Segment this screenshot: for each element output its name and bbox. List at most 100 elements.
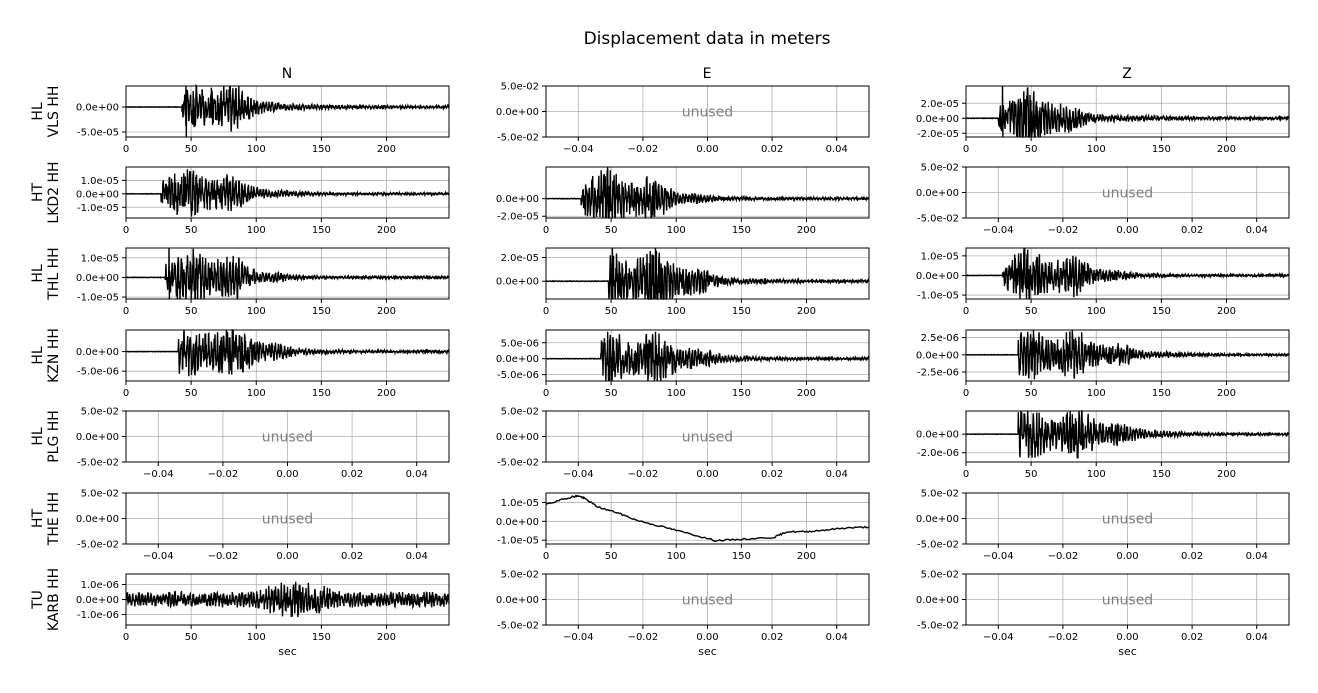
y-tick-label-2: -1.0e-05 xyxy=(497,536,539,547)
x-tick-label-1: 50 xyxy=(185,632,198,643)
station-network: HT xyxy=(30,509,46,529)
x-tick-label-1: 50 xyxy=(1025,144,1038,155)
y-tick-label-2: -5.0e-02 xyxy=(77,458,119,469)
trace-r3-c2 xyxy=(965,329,1290,380)
unused-label: unused xyxy=(1102,512,1153,528)
panel-r6-c0: 0 50 100 150 200 1.0e-06 0.0e+00 -1.0e-06 sec xyxy=(76,573,450,658)
x-tick-label-1: −0.02 xyxy=(628,144,659,155)
unused-label: unused xyxy=(682,105,733,121)
y-tick-label-1: 0.0e+00 xyxy=(496,432,539,443)
unused-label: unused xyxy=(262,430,313,446)
x-tick-label-2: 0.00 xyxy=(696,632,718,643)
x-tick-label-2: 100 xyxy=(1087,144,1106,155)
y-tick-label-1: -2.0e-05 xyxy=(497,212,539,223)
x-tick-label-3: 0.02 xyxy=(341,551,363,562)
y-tick-label-0: 0.0e+00 xyxy=(76,347,119,358)
x-tick-label-1: 50 xyxy=(185,306,198,317)
x-tick-label-2: 0.00 xyxy=(1116,225,1138,236)
y-tick-label-1: 0.0e+00 xyxy=(76,595,119,606)
x-tick-label-3: 0.02 xyxy=(761,632,783,643)
x-tick-label-2: 0.00 xyxy=(276,551,298,562)
y-tick-label-0: 0.0e+00 xyxy=(916,430,959,441)
y-tick-label-2: -5.0e-02 xyxy=(497,458,539,469)
x-tick-label-2: 100 xyxy=(1087,306,1106,317)
axes-frame xyxy=(125,329,450,382)
x-tick-label-0: −0.04 xyxy=(563,632,594,643)
x-tick-label-3: 0.02 xyxy=(1181,551,1203,562)
x-tick-label-4: 200 xyxy=(797,551,816,562)
x-tick-label-1: 50 xyxy=(185,388,198,399)
y-tick-label-1: 0.0e+00 xyxy=(916,595,959,606)
station-label-0: HL VLS HH xyxy=(30,86,62,138)
y-tick-label-1: 0.0e+00 xyxy=(496,517,539,528)
x-tick-label-2: 100 xyxy=(1087,388,1106,399)
x-tick-label-4: 0.04 xyxy=(406,469,428,480)
station-network: HL xyxy=(30,427,46,446)
x-tick-label-4: 200 xyxy=(1217,469,1236,480)
y-tick-label-1: -2.0e-06 xyxy=(917,448,959,459)
panel-r3-c2: 0 50 100 150 200 2.5e-06 0.0e+00 -2.5e-06 xyxy=(916,329,1290,399)
station-label-1: HT LKD2 HH xyxy=(30,161,62,223)
x-tick-label-1: −0.02 xyxy=(1048,632,1079,643)
x-tick-label-3: 0.02 xyxy=(1181,225,1203,236)
y-tick-label-1: 0.0e+00 xyxy=(496,107,539,118)
unused-label: unused xyxy=(1102,593,1153,609)
panel-r6-c2: unused −0.04 −0.02 0.00 0.02 0.04 5.0e-02 0.0e+… xyxy=(916,570,1290,658)
y-tick-label-2: -5.0e-02 xyxy=(917,621,959,632)
y-tick-label-0: 5.0e-02 xyxy=(81,407,119,418)
panel-r5-c2: unused −0.04 −0.02 0.00 0.02 0.04 5.0e-02 0.0e+… xyxy=(916,489,1290,562)
station-network: HL xyxy=(30,102,46,121)
unused-label: unused xyxy=(682,430,733,446)
panel-r3-c1: 0 50 100 150 200 5.0e-06 0.0e+00 -5.0e-06 xyxy=(496,329,870,399)
x-tick-label-1: 50 xyxy=(185,144,198,155)
axes-frame xyxy=(125,247,450,300)
x-tick-label-0: 0 xyxy=(543,225,549,236)
x-axis-label: sec xyxy=(278,645,297,658)
y-tick-label-1: 0.0e+00 xyxy=(76,514,119,525)
y-tick-label-2: -5.0e-02 xyxy=(77,540,119,551)
station-label-3: HL KZN HH xyxy=(30,328,62,383)
x-tick-label-0: 0 xyxy=(963,388,969,399)
unused-label: unused xyxy=(262,512,313,528)
x-tick-label-4: 200 xyxy=(377,632,396,643)
x-tick-label-0: 0 xyxy=(543,388,549,399)
x-tick-label-3: 150 xyxy=(312,306,331,317)
y-tick-label-2: -2.0e-05 xyxy=(917,129,959,140)
station-code: KZN HH xyxy=(46,328,62,383)
x-tick-label-1: −0.02 xyxy=(628,632,659,643)
x-tick-label-0: −0.04 xyxy=(983,632,1014,643)
y-tick-label-0: 5.0e-02 xyxy=(501,407,539,418)
axes-frame xyxy=(545,247,870,300)
station-network: HT xyxy=(30,183,46,203)
panel-r2-c2: 0 50 100 150 200 1.0e-05 0.0e+00 -1.0e-05 xyxy=(916,247,1290,317)
panel-r2-c1: 0 50 100 150 200 2.0e-05 0.0e+00 xyxy=(496,247,870,317)
x-tick-label-3: 150 xyxy=(1152,388,1171,399)
x-tick-label-1: −0.02 xyxy=(208,551,239,562)
y-tick-label-1: 0.0e+00 xyxy=(496,354,539,365)
station-code: PLG HH xyxy=(46,410,62,463)
x-tick-label-2: 100 xyxy=(247,225,266,236)
x-tick-label-1: 50 xyxy=(605,225,618,236)
y-tick-label-2: -5.0e-02 xyxy=(497,133,539,144)
x-tick-label-3: 0.02 xyxy=(761,144,783,155)
x-tick-label-2: 100 xyxy=(247,144,266,155)
x-tick-label-0: 0 xyxy=(123,632,129,643)
station-label-6: TU KARB HH xyxy=(30,568,62,631)
y-tick-label-0: 5.0e-02 xyxy=(501,82,539,93)
x-tick-label-0: 0 xyxy=(123,388,129,399)
x-tick-label-2: 100 xyxy=(667,388,686,399)
panel-r1-c0: 0 50 100 150 200 1.0e-05 0.0e+00 -1.0e-05 xyxy=(76,166,450,236)
x-tick-label-4: 200 xyxy=(797,306,816,317)
x-tick-label-0: 0 xyxy=(543,551,549,562)
panel-r6-c1: unused −0.04 −0.02 0.00 0.02 0.04 5.0e-02 0.0e+… xyxy=(496,570,870,658)
x-tick-label-4: 200 xyxy=(377,388,396,399)
panel-r5-c1: 0 50 100 150 200 1.0e-05 0.0e+00 -1.0e-05 xyxy=(496,492,870,562)
y-tick-label-2: -1.0e-05 xyxy=(77,293,119,304)
station-network: TU xyxy=(30,590,46,610)
panel-r1-c1: 0 50 100 150 200 0.0e+00 -2.0e-05 xyxy=(496,166,870,236)
panel-r4-c0: unused −0.04 −0.02 0.00 0.02 0.04 5.0e-02 0.0e+… xyxy=(76,407,450,480)
trace-r2-c1 xyxy=(545,247,870,300)
x-tick-label-1: 50 xyxy=(605,388,618,399)
x-tick-label-0: 0 xyxy=(543,306,549,317)
y-tick-label-1: 0.0e+00 xyxy=(76,189,119,200)
